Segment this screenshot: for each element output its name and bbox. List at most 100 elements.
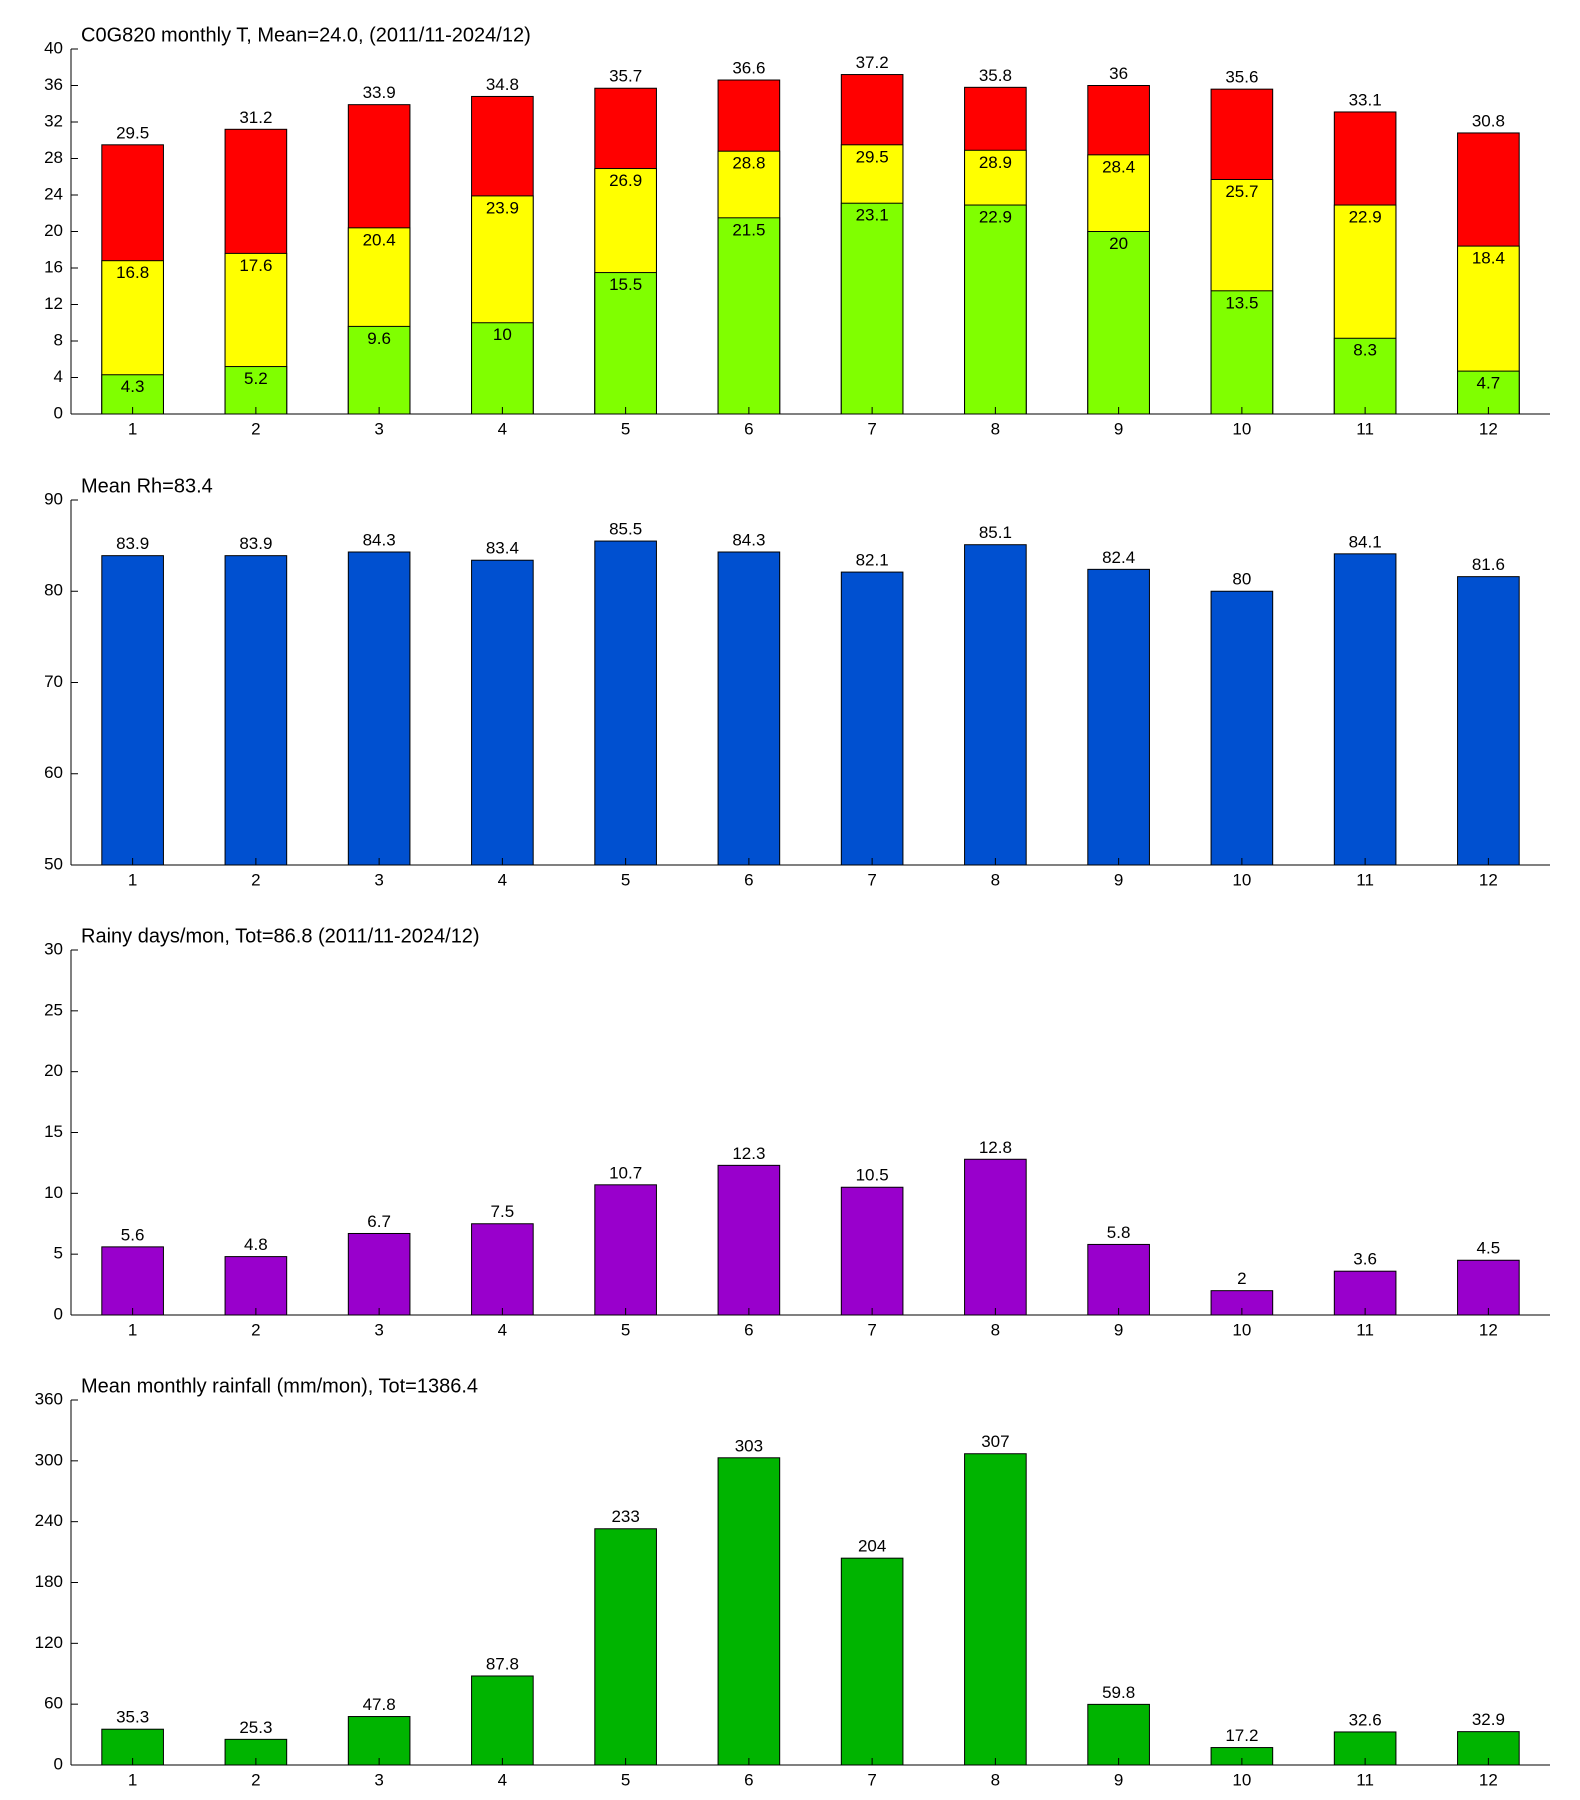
value-label: 20.4: [363, 230, 396, 249]
y-tick-label: 360: [35, 1389, 63, 1408]
value-label: 9.6: [367, 329, 391, 348]
value-label: 36.6: [732, 59, 765, 78]
bar: [717, 217, 781, 415]
value-label: 84.3: [363, 530, 396, 549]
y-tick-label: 24: [44, 184, 63, 203]
x-tick-label: 4: [498, 1770, 507, 1789]
x-tick-label: 12: [1479, 1320, 1498, 1339]
value-label: 17.2: [1225, 1726, 1258, 1745]
x-tick-label: 11: [1356, 1770, 1374, 1789]
y-tick-label: 16: [44, 257, 63, 276]
bar: [964, 544, 1027, 866]
value-label: 15.5: [609, 275, 642, 294]
x-tick-label: 12: [1479, 870, 1498, 889]
x-tick-label: 6: [744, 1770, 753, 1789]
bar: [717, 1164, 781, 1316]
bar: [224, 1738, 288, 1766]
bar: [347, 325, 411, 415]
y-tick-label: 32: [44, 111, 63, 130]
x-tick-label: 10: [1232, 870, 1251, 889]
value-label: 22.9: [979, 208, 1012, 227]
value-label: 5.8: [1107, 1223, 1131, 1242]
x-tick-label: 8: [991, 1320, 1000, 1339]
x-tick-label: 1: [128, 1320, 137, 1339]
x-tick-label: 3: [374, 1320, 383, 1339]
x-tick-label: 3: [374, 1770, 383, 1789]
bar: [1333, 337, 1397, 415]
x-tick-label: 2: [251, 419, 260, 438]
value-label: 32.9: [1472, 1710, 1505, 1729]
x-tick-label: 8: [991, 419, 1000, 438]
x-tick-label: 6: [744, 419, 753, 438]
value-label: 35.3: [116, 1708, 149, 1727]
x-tick-label: 11: [1356, 1320, 1374, 1339]
bar: [1457, 1259, 1520, 1316]
bar: [347, 551, 411, 866]
value-label: 8.3: [1353, 341, 1377, 360]
value-label: 33.9: [363, 83, 396, 102]
x-tick-label: 1: [128, 419, 137, 438]
bar: [840, 202, 904, 415]
x-tick-label: 4: [498, 1320, 507, 1339]
value-label: 33.1: [1349, 90, 1382, 109]
y-tick-label: 4: [54, 367, 63, 386]
y-tick-label: 40: [44, 38, 63, 57]
value-label: 3.6: [1353, 1250, 1377, 1269]
y-tick-label: 28: [44, 148, 63, 167]
value-label: 84.3: [732, 530, 765, 549]
value-label: 34.8: [486, 75, 519, 94]
y-tick-label: 90: [44, 489, 63, 508]
value-label: 59.8: [1102, 1683, 1135, 1702]
value-label: 28.9: [979, 153, 1012, 172]
x-tick-label: 6: [744, 1320, 753, 1339]
value-label: 22.9: [1349, 208, 1382, 227]
x-tick-label: 6: [744, 870, 753, 889]
x-tick-label: 1: [128, 870, 137, 889]
value-label: 85.1: [979, 523, 1012, 542]
bar: [1087, 1703, 1150, 1766]
bar: [594, 1528, 657, 1766]
y-tick-label: 120: [35, 1633, 63, 1652]
bar: [1333, 1270, 1397, 1316]
value-label: 28.4: [1102, 157, 1135, 176]
value-label: 36: [1109, 64, 1128, 83]
y-tick-label: 12: [44, 294, 63, 313]
chart-title: Rainy days/mon, Tot=86.8 (2011/11-2024/1…: [81, 925, 480, 947]
value-label: 10.7: [609, 1163, 642, 1182]
value-label: 85.5: [609, 520, 642, 539]
bar: [1087, 1243, 1150, 1316]
value-label: 21.5: [732, 220, 765, 239]
y-tick-label: 5: [54, 1244, 63, 1263]
value-label: 83.9: [116, 534, 149, 553]
y-tick-label: 8: [54, 330, 63, 349]
bar: [101, 1246, 164, 1316]
value-label: 204: [858, 1537, 886, 1556]
bar: [964, 1453, 1027, 1766]
value-label: 5.2: [244, 369, 268, 388]
x-tick-label: 12: [1479, 419, 1498, 438]
value-label: 35.6: [1225, 68, 1258, 87]
bar: [224, 1256, 288, 1316]
bar: [347, 1232, 411, 1316]
x-tick-label: 10: [1232, 1320, 1251, 1339]
bar: [471, 1223, 534, 1316]
bar: [840, 1186, 904, 1316]
chart-title: Mean Rh=83.4: [81, 475, 213, 497]
bar: [1333, 553, 1397, 866]
bar: [840, 1557, 904, 1766]
value-label: 87.8: [486, 1654, 519, 1673]
x-tick-label: 5: [621, 419, 630, 438]
x-tick-label: 9: [1114, 1320, 1123, 1339]
value-label: 25.7: [1225, 182, 1258, 201]
bar: [594, 272, 657, 415]
value-label: 30.8: [1472, 111, 1505, 130]
value-label: 16.8: [116, 263, 149, 282]
value-label: 84.1: [1349, 532, 1382, 551]
value-label: 4.3: [121, 377, 145, 396]
y-tick-label: 10: [44, 1183, 63, 1202]
x-tick-label: 7: [867, 1320, 876, 1339]
y-tick-label: 180: [35, 1572, 63, 1591]
bar: [471, 322, 534, 415]
value-label: 83.4: [486, 539, 519, 558]
value-label: 5.6: [121, 1225, 145, 1244]
